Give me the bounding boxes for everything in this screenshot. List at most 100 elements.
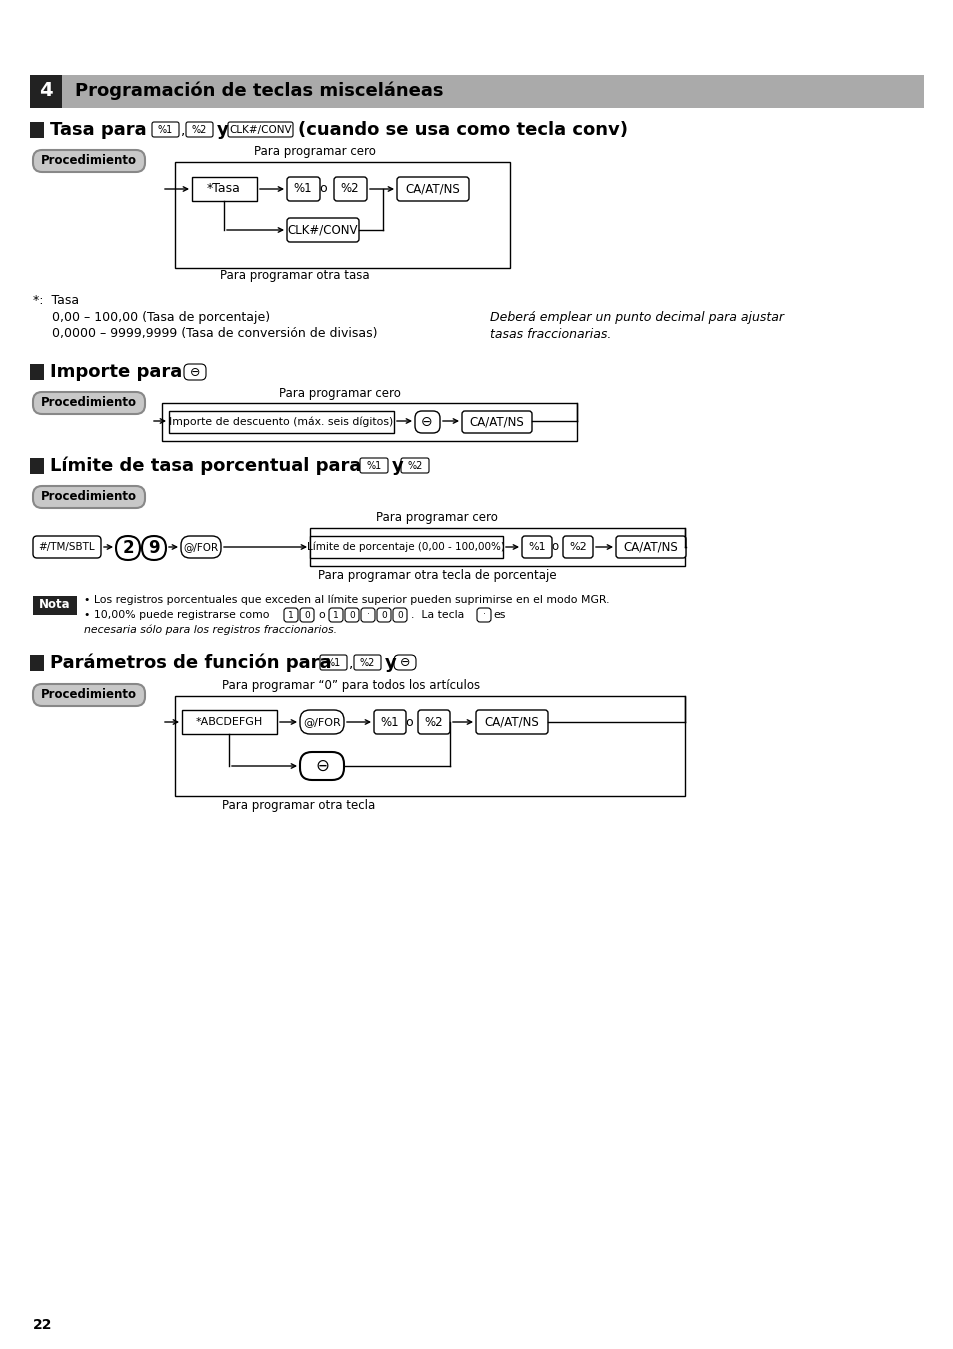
Text: Para programar otra tecla de porcentaje: Para programar otra tecla de porcentaje [317,568,556,581]
Bar [30,459,44,473]
Text: Para programar otra tecla: Para programar otra tecla [222,799,375,812]
Text: %1: %1 [366,461,381,471]
Text: 0: 0 [396,611,402,619]
Bar [30,76,62,108]
FancyBboxPatch shape [33,486,145,509]
Text: .  La tecla: . La tecla [411,610,464,621]
Text: CA/AT/NS: CA/AT/NS [623,541,678,553]
Text: ,: , [181,123,185,138]
Text: Programación de teclas misceláneas: Programación de teclas misceláneas [75,82,443,100]
FancyBboxPatch shape [476,710,547,734]
FancyBboxPatch shape [319,656,347,670]
Text: ⊖: ⊖ [314,757,329,774]
FancyBboxPatch shape [33,684,145,706]
Text: o: o [405,715,413,728]
Text: Tasa para: Tasa para [50,121,147,139]
Text: • 10,00% puede registrarse como: • 10,00% puede registrarse como [84,610,269,621]
FancyBboxPatch shape [33,150,145,173]
FancyBboxPatch shape [359,459,388,473]
FancyBboxPatch shape [376,608,391,622]
FancyBboxPatch shape [476,608,491,622]
FancyBboxPatch shape [415,411,439,433]
FancyBboxPatch shape [33,393,145,414]
FancyBboxPatch shape [299,751,344,780]
FancyBboxPatch shape [345,608,358,622]
Text: ⊖: ⊖ [399,657,410,669]
Bar [192,177,256,201]
Text: 1: 1 [333,611,338,619]
Text: %2: %2 [340,182,359,196]
Bar [162,403,577,441]
Bar [310,527,684,567]
Text: (cuando se usa como tecla conv): (cuando se usa como tecla conv) [297,121,627,139]
Text: 0: 0 [304,611,310,619]
Text: y: y [385,654,396,672]
Text: necesaria sólo para los registros fraccionarios.: necesaria sólo para los registros fracci… [84,625,336,635]
Text: Deberá emplear un punto decimal para ajustar: Deberá emplear un punto decimal para aju… [490,312,783,325]
Text: 0,00 – 100,00 (Tasa de porcentaje): 0,00 – 100,00 (Tasa de porcentaje) [52,312,270,325]
Bar [169,411,394,433]
FancyBboxPatch shape [521,536,552,558]
FancyBboxPatch shape [396,177,469,201]
Bar [182,710,276,734]
Text: CLK#/CONV: CLK#/CONV [288,224,358,236]
Text: Para programar “0” para todos los artículos: Para programar “0” para todos los artícu… [222,680,479,692]
Text: o: o [317,610,324,621]
Text: Para programar cero: Para programar cero [253,146,375,158]
FancyBboxPatch shape [417,710,450,734]
Text: %2: %2 [569,542,586,552]
Text: %2: %2 [359,658,375,668]
Bar [174,696,684,796]
FancyBboxPatch shape [360,608,375,622]
Text: o: o [551,541,558,553]
Text: %1: %1 [380,715,399,728]
Bar [30,76,923,108]
FancyBboxPatch shape [287,177,319,201]
Text: Para programar otra tasa: Para programar otra tasa [220,268,370,282]
FancyBboxPatch shape [400,459,429,473]
Text: @/FOR: @/FOR [303,718,340,727]
Text: CA/AT/NS: CA/AT/NS [484,715,538,728]
Text: Procedimiento: Procedimiento [41,397,137,410]
FancyBboxPatch shape [354,656,380,670]
FancyBboxPatch shape [228,121,293,138]
Bar [310,536,502,558]
Bar [30,364,44,380]
Text: y: y [216,121,229,139]
Text: %1: %1 [325,658,340,668]
Text: Procedimiento: Procedimiento [41,155,137,167]
FancyBboxPatch shape [393,608,407,622]
FancyBboxPatch shape [181,536,221,558]
Text: 22: 22 [33,1318,52,1331]
Text: Importe de descuento (máx. seis dígitos): Importe de descuento (máx. seis dígitos) [169,417,393,428]
Bar [33,596,77,615]
Text: Límite de tasa porcentual para: Límite de tasa porcentual para [50,457,361,475]
Text: 0: 0 [349,611,355,619]
Text: %2: %2 [407,461,422,471]
FancyBboxPatch shape [287,219,358,241]
Text: %1: %1 [528,542,545,552]
Text: 4: 4 [39,81,52,100]
Text: es: es [493,610,505,621]
FancyBboxPatch shape [184,364,206,380]
Text: ⊖: ⊖ [190,366,200,379]
Text: • Los registros porcentuales que exceden al límite superior pueden suprimirse en: • Los registros porcentuales que exceden… [84,595,609,606]
Text: Procedimiento: Procedimiento [41,688,137,701]
Text: Para programar cero: Para programar cero [279,387,400,401]
Text: CA/AT/NS: CA/AT/NS [469,415,524,429]
Text: Importe para: Importe para [50,363,182,380]
Text: 0: 0 [381,611,387,619]
Text: %1: %1 [157,125,172,135]
Text: 1: 1 [288,611,294,619]
Text: Nota: Nota [39,599,71,611]
Text: #/TM/SBTL: #/TM/SBTL [39,542,95,552]
Text: tasas fraccionarias.: tasas fraccionarias. [490,328,611,340]
Text: %1: %1 [294,182,312,196]
Text: Para programar cero: Para programar cero [375,511,497,525]
Text: o: o [319,182,327,196]
FancyBboxPatch shape [299,710,344,734]
FancyBboxPatch shape [284,608,297,622]
Text: Parámetros de función para: Parámetros de función para [50,654,331,672]
FancyBboxPatch shape [152,121,179,138]
FancyBboxPatch shape [329,608,343,622]
